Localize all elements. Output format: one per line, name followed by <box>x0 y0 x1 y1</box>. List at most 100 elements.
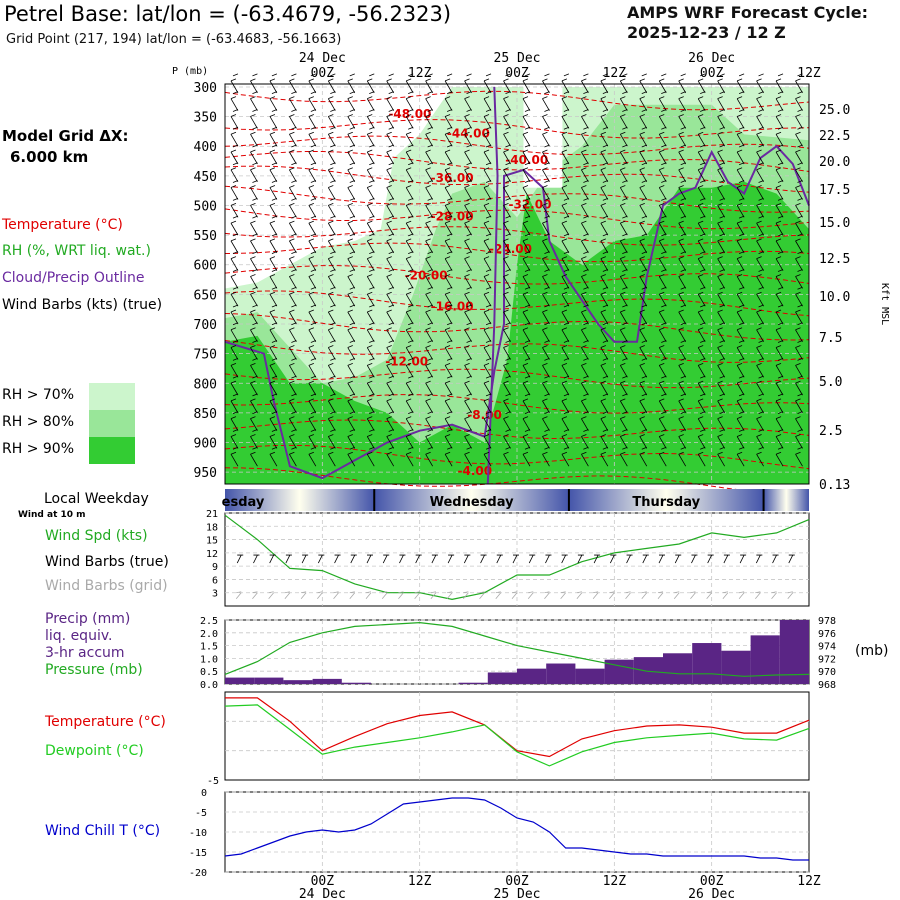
precip-tick-label: 2.5 <box>200 616 218 627</box>
wind-barb <box>269 126 278 147</box>
wind-barb <box>327 180 336 200</box>
wind-barb <box>347 340 356 360</box>
grid-wind-barb <box>479 591 485 599</box>
wind-barb <box>658 269 667 289</box>
grid-wind-barb <box>495 591 502 599</box>
wind-barb <box>327 429 336 449</box>
wind-barb <box>795 269 803 289</box>
wind-barb <box>289 375 297 396</box>
wind-tick-label: 15 <box>206 536 218 547</box>
wind-barb <box>600 375 609 396</box>
wind-barb <box>483 304 492 325</box>
wind-barb <box>289 357 297 378</box>
wind-barb <box>639 162 648 182</box>
wind-barb <box>561 357 570 378</box>
wind-barb <box>542 144 550 165</box>
wind-barb <box>483 144 492 165</box>
wind-barb <box>581 144 589 165</box>
wind-barb <box>289 162 297 182</box>
wind-barb <box>405 286 414 307</box>
wind-barb <box>444 109 453 129</box>
wind-barb <box>269 375 278 396</box>
precip-bar <box>663 653 693 684</box>
wind-barb <box>366 286 375 307</box>
wind-barb <box>717 233 725 254</box>
wind-barb <box>327 233 336 254</box>
wind-barb <box>795 340 803 360</box>
wind-barb <box>405 162 414 182</box>
wind-barb <box>775 357 784 378</box>
wind-barb <box>366 322 375 342</box>
wind-barb <box>658 304 667 325</box>
wind-barb <box>639 91 648 111</box>
isotherm-line <box>224 467 810 495</box>
wind-barb <box>464 251 472 271</box>
bottom-date-label: 24 Dec <box>299 887 346 900</box>
wind-barb <box>308 322 317 342</box>
wind-barb <box>269 446 278 467</box>
top-time-label: 00Z <box>311 66 335 81</box>
wind-barb <box>483 357 492 378</box>
wind-barb <box>386 144 395 165</box>
wind-barb <box>795 375 803 396</box>
wind-barb <box>425 357 433 378</box>
wind-barb <box>561 126 570 147</box>
wind-barb <box>736 429 745 449</box>
surface-wind-barb <box>366 554 373 564</box>
wind-barb <box>542 322 550 342</box>
wind-barb <box>366 251 375 271</box>
surface-wind-barb <box>577 554 584 564</box>
wind-barb <box>600 411 609 431</box>
wind-barb <box>230 215 239 236</box>
wind-barb <box>697 215 706 236</box>
wind-barb <box>756 269 764 289</box>
wind-barb <box>639 304 648 325</box>
wind-barb <box>347 411 356 431</box>
surface-wind-barb <box>431 554 438 564</box>
grid-wind-barb <box>430 591 437 599</box>
wind-barb <box>503 322 511 342</box>
wind-barb <box>347 322 356 342</box>
windchill-tick-label: -10 <box>189 828 207 839</box>
wind-barb <box>678 375 687 396</box>
wind-barb <box>561 322 570 342</box>
wind-barb <box>289 197 297 218</box>
wind-barb <box>717 126 725 147</box>
wind-barb <box>405 322 414 342</box>
pressure-tick-label: 800 <box>194 377 217 392</box>
wind-barb <box>347 144 356 165</box>
wind-barb <box>503 144 511 165</box>
bottom-time-label: 12Z <box>797 874 821 889</box>
wind-barb <box>619 286 628 307</box>
pressure-tick-label: 600 <box>194 259 217 274</box>
grid-wind-barb <box>771 591 777 599</box>
wind-barb <box>444 322 453 342</box>
wind-barb <box>697 180 706 200</box>
wind-barb <box>697 251 706 271</box>
wind-barb <box>522 393 531 414</box>
wind-barb <box>775 197 784 218</box>
pressure-tick-label: 400 <box>194 140 217 155</box>
wind-tick-label: 9 <box>212 562 218 573</box>
isotherm-line <box>224 135 810 156</box>
wind-barb <box>775 233 784 254</box>
wind-barb <box>483 286 492 307</box>
wind-barb <box>581 197 589 218</box>
wind-barb <box>678 340 687 360</box>
wind-barb <box>775 269 784 289</box>
wind-barb <box>250 215 258 236</box>
wind-barb <box>269 251 278 271</box>
wind-barb <box>697 73 706 94</box>
wind-barb <box>717 197 725 218</box>
wind-barb <box>425 73 433 94</box>
surface-wind-barb <box>334 554 341 564</box>
wind-barb <box>366 375 375 396</box>
wind-barb <box>717 251 725 271</box>
grid-wind-barb <box>787 591 794 599</box>
precip-bar <box>458 682 488 684</box>
wind-barb <box>775 375 784 396</box>
height-tick-label: 5.0 <box>819 375 842 390</box>
wind-barb <box>619 269 628 289</box>
wind-barb <box>678 73 687 94</box>
height-tick-label: 15.0 <box>819 216 850 231</box>
